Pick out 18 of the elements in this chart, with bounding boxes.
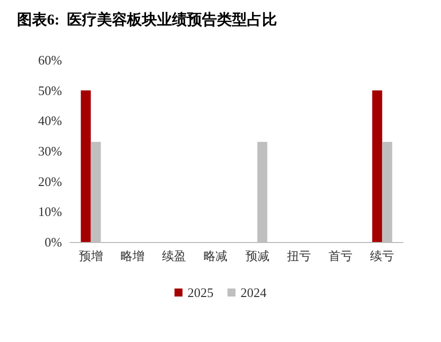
y-tick-label: 50% <box>38 82 62 98</box>
x-tick-label: 扭亏 <box>286 249 311 263</box>
chart-title: 图表6: 医疗美容板块业绩预告类型占比 <box>17 10 277 28</box>
x-tick-label: 略增 <box>120 249 144 263</box>
x-tick-label: 预减 <box>245 249 270 263</box>
y-tick-label: 30% <box>38 144 62 158</box>
y-tick-label: 20% <box>38 174 62 189</box>
y-tick-label: 0% <box>44 234 62 250</box>
x-tick-label: 略减 <box>204 249 228 263</box>
y-tick-label: 40% <box>38 113 62 128</box>
x-tick-label: 续亏 <box>370 249 394 263</box>
y-tick-label: 10% <box>38 204 62 220</box>
x-tick-label: 续盈 <box>162 249 186 263</box>
x-tick-label: 首亏 <box>328 249 353 263</box>
legend-label: 2024 <box>240 285 267 300</box>
x-tick-label: 预增 <box>78 249 103 263</box>
legend-label: 2025 <box>188 285 214 300</box>
y-tick-label: 60% <box>38 52 62 68</box>
